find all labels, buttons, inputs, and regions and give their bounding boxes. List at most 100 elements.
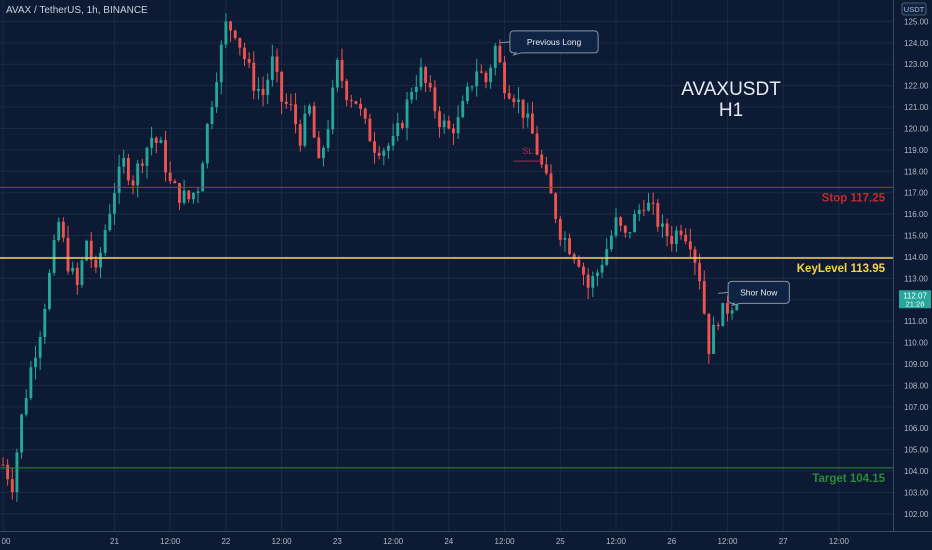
y-tick-label: 113.00 <box>904 274 928 283</box>
candle-body <box>442 120 446 128</box>
candle-body <box>224 21 228 45</box>
candle-body <box>595 272 599 277</box>
x-tick-label: 12:00 <box>160 537 181 546</box>
candle-body <box>693 249 697 263</box>
overlay-title-line1: AVAXUSDT <box>681 79 781 100</box>
level-label: Stop 117.25 <box>822 192 886 204</box>
candle-body <box>684 234 688 242</box>
candle-body <box>349 100 353 102</box>
candle-body <box>229 21 232 31</box>
candle-body <box>647 202 650 211</box>
candle-body <box>164 140 167 173</box>
candle-body <box>154 137 158 143</box>
y-tick-label: 111.00 <box>904 317 928 326</box>
candle-body <box>428 82 432 88</box>
candle-body <box>498 45 502 63</box>
y-tick-label: 125.00 <box>904 17 929 26</box>
candle-body <box>702 281 706 314</box>
time-axis-bg <box>0 531 932 550</box>
candle-body <box>456 117 460 134</box>
x-tick-label: 25 <box>556 537 565 546</box>
candle-body <box>335 60 339 88</box>
candle-body <box>716 324 720 327</box>
candle-body <box>414 86 418 93</box>
candle-body <box>145 147 149 166</box>
candle-body <box>34 357 37 368</box>
y-tick-label: 104.00 <box>904 467 929 476</box>
x-tick-label: 27 <box>779 537 788 546</box>
y-tick-label: 106.00 <box>904 424 929 433</box>
candle-body <box>317 137 321 159</box>
candle-body <box>489 67 493 83</box>
candle-body <box>582 266 585 275</box>
candle-body <box>215 82 219 108</box>
candle-body <box>712 324 715 354</box>
level-label: KeyLevel 113.95 <box>797 263 886 275</box>
candle-body <box>85 240 89 261</box>
candle-body <box>6 464 10 480</box>
candle-body <box>730 310 734 314</box>
candle-body <box>284 101 288 104</box>
last-price-value: 112.07 <box>903 291 927 300</box>
candle-body <box>521 99 525 118</box>
candle-body <box>321 147 325 159</box>
candle-body <box>331 87 335 130</box>
candle-body <box>633 214 637 233</box>
last-price-countdown: 21:28 <box>906 299 925 308</box>
candle-body <box>38 337 42 358</box>
candle-body <box>298 124 302 146</box>
candle-body <box>345 80 349 101</box>
overlay-title-line2: H1 <box>718 100 744 121</box>
candle-body <box>619 217 623 226</box>
candle-body <box>424 67 428 83</box>
candle-body <box>517 99 520 103</box>
candle-body <box>396 123 400 137</box>
candle-body <box>312 105 316 138</box>
candle-body <box>43 308 47 338</box>
candle-body <box>447 120 451 129</box>
candle-body <box>605 249 609 265</box>
x-tick-label: 24 <box>444 537 453 546</box>
candle-body <box>651 202 655 204</box>
candle-body <box>535 133 539 155</box>
candle-body <box>10 479 14 493</box>
candle-body <box>554 193 558 220</box>
y-tick-label: 107.00 <box>904 403 929 412</box>
candle-body <box>191 192 195 200</box>
candle-body <box>89 240 93 260</box>
unit-box <box>901 2 927 16</box>
candle-body <box>452 128 455 134</box>
candle-body <box>400 123 404 128</box>
y-tick-label: 109.00 <box>904 360 929 369</box>
y-tick-label: 119.00 <box>904 146 928 155</box>
candle-body <box>48 272 51 309</box>
candle-body <box>698 262 702 282</box>
annotations: Previous Long Shor Now SL <box>499 30 790 307</box>
candle-body <box>15 452 19 493</box>
candle-body <box>614 217 618 236</box>
candle-body <box>405 99 409 128</box>
candle-body <box>503 62 506 94</box>
candle-body <box>71 267 75 272</box>
candle-body <box>205 123 209 164</box>
y-tick-label: 110.00 <box>904 339 928 348</box>
candle-body <box>261 88 265 96</box>
candle-body <box>661 223 664 227</box>
candle-body <box>493 45 497 68</box>
candle-body <box>377 152 381 156</box>
y-tick-label: 122.00 <box>904 82 929 91</box>
last-price-tag <box>899 290 931 309</box>
candle-body <box>544 164 548 174</box>
candle-body <box>117 166 121 193</box>
candle-body <box>122 157 126 167</box>
x-tick-label: 21 <box>110 537 119 546</box>
candle-body <box>233 30 237 39</box>
candle-body <box>24 398 28 415</box>
candle-body <box>363 108 367 119</box>
candle-body <box>609 235 613 250</box>
candle-body <box>479 71 483 73</box>
candle-body <box>168 172 172 182</box>
candle-body <box>136 163 140 186</box>
callout-text: Previous Long <box>527 37 582 47</box>
